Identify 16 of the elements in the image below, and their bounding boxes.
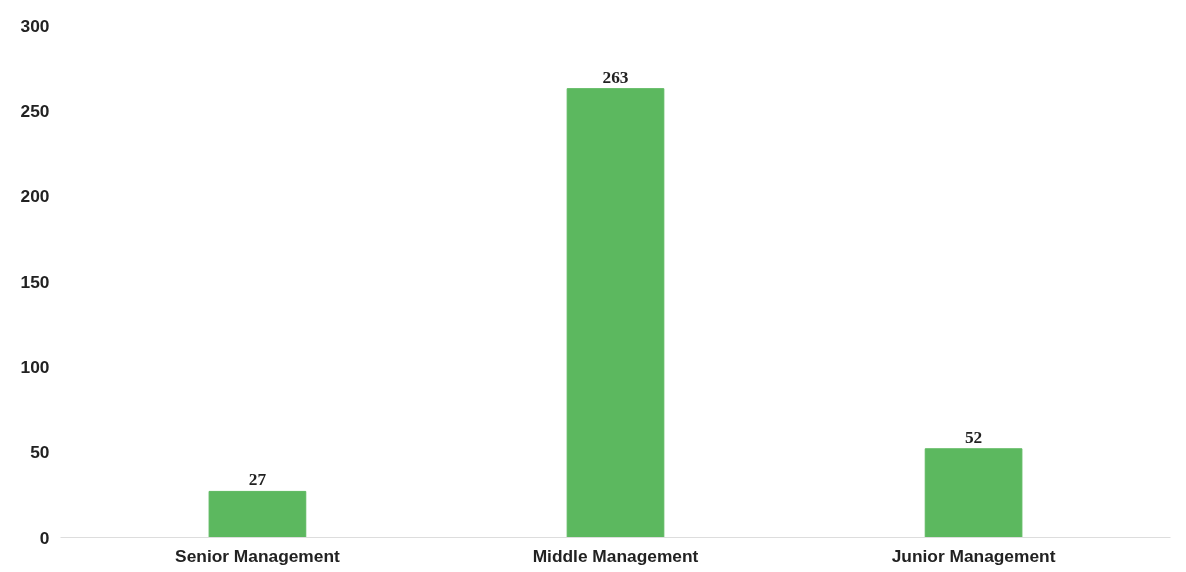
x-tick-label: Junior Management: [891, 545, 1056, 566]
y-tick-label: 0: [39, 527, 50, 548]
bar: [208, 490, 307, 538]
bar: [566, 88, 665, 538]
x-tick-label: Senior Management: [175, 545, 340, 566]
y-tick-label: 250: [20, 100, 50, 121]
data-label: 263: [602, 67, 629, 87]
y-tick-label: 150: [20, 271, 50, 292]
data-label: 27: [248, 470, 267, 490]
x-tick-label: Middle Management: [532, 545, 699, 566]
y-tick-label: 300: [20, 15, 50, 36]
y-tick-label: 200: [20, 186, 50, 207]
y-tick-label: 100: [20, 356, 50, 377]
y-tick-label: 50: [30, 442, 50, 463]
bar: [924, 448, 1023, 538]
data-label: 52: [964, 427, 983, 447]
